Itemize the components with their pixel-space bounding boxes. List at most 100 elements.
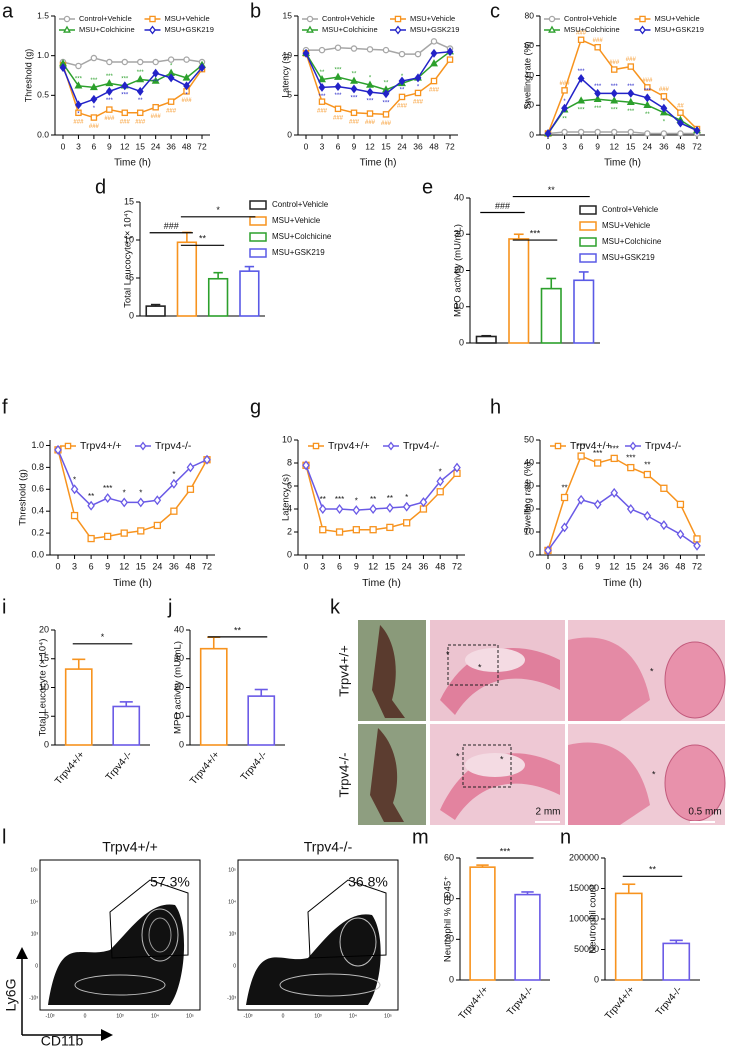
data-point xyxy=(610,487,619,498)
data-point xyxy=(352,526,360,534)
legend-label: MSU+GSK219 xyxy=(272,248,325,257)
x-axis-title: Time (h) xyxy=(113,577,152,589)
x-tick-label: 48 xyxy=(429,141,439,151)
legend-swatch xyxy=(249,232,267,242)
y-tick-label: 8 xyxy=(287,457,292,467)
data-point xyxy=(414,73,422,83)
legend-label: MSU+GSK219 xyxy=(602,253,655,262)
x-tick-label: 72 xyxy=(445,141,455,151)
significance: *** xyxy=(382,100,390,106)
x-tick-label: 12 xyxy=(609,561,619,571)
x-tick-label: 48 xyxy=(185,561,195,571)
significance: ** xyxy=(199,234,207,244)
data-point xyxy=(105,86,113,96)
asterisk: * xyxy=(446,649,450,659)
legend-label: Control+Vehicle xyxy=(564,14,617,23)
contour xyxy=(339,917,377,967)
significance: ** xyxy=(561,484,567,493)
significance: *** xyxy=(500,846,511,856)
x-tick-label: Trpv4-/- xyxy=(239,750,270,784)
data-point xyxy=(70,484,79,495)
x-tick-label: 0 xyxy=(84,1013,87,1019)
data-point xyxy=(90,94,98,104)
y-axis-title: Threshold (g) xyxy=(18,469,29,526)
data-point xyxy=(627,463,635,472)
x-tick-label: 24 xyxy=(151,141,161,151)
x-tick-label: 6 xyxy=(337,561,342,571)
legend-label: MSU+Vehicle xyxy=(272,216,321,225)
data-point xyxy=(334,105,342,113)
y-tick-label: -10³ xyxy=(29,995,38,1001)
x-tick-label: 24 xyxy=(402,561,412,571)
significance: ### xyxy=(429,88,440,94)
legend-label: Trpv4-/- xyxy=(403,440,440,452)
x-tick-label: 24 xyxy=(152,561,162,571)
x-tick-label: Trpv4+/+ xyxy=(457,984,491,1022)
data-point xyxy=(593,94,602,103)
y-tick-label: 0.4 xyxy=(31,506,44,516)
significance: ### xyxy=(151,114,162,120)
legend-swatch xyxy=(579,237,597,247)
asterisk: * xyxy=(478,662,482,672)
x-tick-label: 9 xyxy=(352,141,357,151)
data-point xyxy=(436,488,444,496)
significance: ** xyxy=(400,88,405,94)
significance: *** xyxy=(137,70,145,76)
significance: * xyxy=(73,475,76,484)
significance: *** xyxy=(121,76,129,82)
significance: ** xyxy=(234,625,242,635)
series-line xyxy=(306,40,451,55)
zoom-box xyxy=(447,644,499,686)
y-axis-title: Latency (s) xyxy=(281,474,292,521)
x-axis-title: Time (h) xyxy=(603,577,642,589)
y-tick-label: 10 xyxy=(124,234,134,244)
x-tick-label: -10³ xyxy=(46,1013,55,1019)
data-point xyxy=(369,526,377,534)
x-tick-label: Trpv4-/- xyxy=(654,985,685,1019)
data-point xyxy=(386,502,394,513)
data-point xyxy=(334,82,342,92)
x-tick-label: 10⁵ xyxy=(186,1013,194,1019)
data-point xyxy=(643,510,652,521)
y-tick-label: 0 xyxy=(233,963,236,969)
legend-swatch xyxy=(579,253,597,263)
x-tick-label: 9 xyxy=(354,561,359,571)
legend-swatch xyxy=(249,248,267,258)
data-point xyxy=(334,72,342,80)
data-point xyxy=(136,74,145,83)
significance: *** xyxy=(103,484,112,493)
data-point xyxy=(610,454,618,463)
y-tick-label: 0.8 xyxy=(31,462,44,472)
y-tick-label: 6 xyxy=(287,480,292,490)
significance: ### xyxy=(333,115,344,121)
significance: *** xyxy=(593,449,602,458)
data-point xyxy=(153,495,162,506)
data-point xyxy=(594,88,602,98)
y-axis-title: Total Leucocyte (× 10⁴) xyxy=(123,210,134,308)
data-point xyxy=(430,59,438,67)
y-tick-label: 20 xyxy=(524,503,534,513)
panel-letter: g xyxy=(250,396,261,418)
x-tick-label: 6 xyxy=(579,561,584,571)
data-point xyxy=(137,527,145,535)
x-tick-label: 0 xyxy=(55,561,60,571)
y-tick-label: 10³ xyxy=(31,931,39,937)
y-tick-label: 40 xyxy=(444,893,454,903)
legend-label: MSU+Vehicle xyxy=(602,221,651,230)
data-point xyxy=(414,89,422,97)
bar xyxy=(112,705,141,746)
asterisk: * xyxy=(456,751,460,761)
y-tick-label: 10⁴ xyxy=(228,899,236,905)
y-tick-label: 10 xyxy=(174,711,184,721)
data-point xyxy=(75,62,82,70)
x-tick-label: 15 xyxy=(136,561,146,571)
significance: *** xyxy=(627,84,635,90)
y-tick-label: 40 xyxy=(525,70,535,80)
x-tick-label: 0 xyxy=(303,561,308,571)
data-point xyxy=(70,511,79,520)
legend-marker xyxy=(629,441,637,451)
data-point xyxy=(153,521,161,530)
y-tick-label: 10 xyxy=(524,526,534,536)
significance: * xyxy=(405,493,408,502)
legend-label: Control+Vehicle xyxy=(272,200,329,209)
